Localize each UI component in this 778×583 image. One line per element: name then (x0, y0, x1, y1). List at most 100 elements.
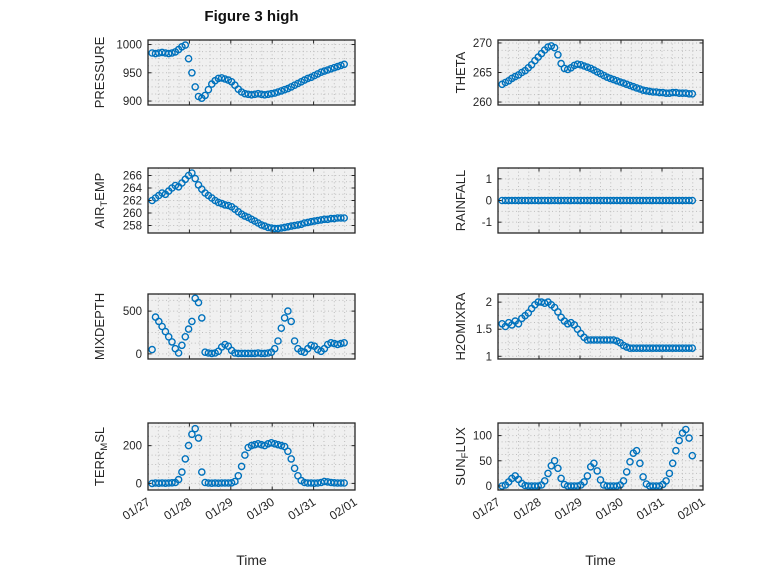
x-tick-label: 01/31 (285, 495, 318, 523)
x-tick-label: 02/01 (675, 495, 708, 523)
grid-lines (498, 423, 703, 490)
data-point (685, 196, 693, 205)
data-point (557, 474, 565, 483)
data-point (613, 482, 621, 490)
data-points (148, 424, 349, 488)
y-axis-label: SUNFLUX (453, 427, 471, 486)
y-tick-label: 50 (479, 456, 492, 468)
x-tick-label: 01/31 (634, 495, 667, 523)
data-point (685, 90, 693, 98)
data-point (662, 477, 670, 485)
data-point (583, 472, 592, 480)
data-point (534, 482, 543, 490)
data-point (613, 77, 621, 85)
x-tick-label: 01/28 (161, 495, 194, 523)
data-point (224, 479, 233, 487)
data-point (639, 473, 647, 481)
axes-box (497, 293, 704, 360)
data-point (327, 338, 335, 347)
data-point (181, 332, 190, 341)
data-point (337, 214, 345, 222)
data-point (221, 75, 229, 83)
data-points (498, 42, 697, 98)
data-point (333, 340, 342, 349)
tick-marks (497, 40, 704, 105)
data-point (340, 60, 349, 69)
data-point (313, 479, 322, 487)
data-point (188, 430, 196, 439)
data-point (340, 214, 349, 222)
data-point (317, 68, 325, 76)
data-point (168, 49, 176, 57)
data-point (583, 63, 592, 71)
data-point (307, 341, 315, 350)
data-point (688, 90, 697, 98)
data-point (270, 89, 279, 97)
data-point (688, 451, 697, 460)
y-tick-label: 265 (473, 68, 492, 80)
data-point (188, 317, 196, 326)
data-point (284, 222, 292, 231)
data-point (284, 307, 292, 315)
data-point (178, 468, 186, 476)
data-point (280, 85, 289, 94)
y-tick-label: 264 (123, 183, 143, 195)
data-point (580, 478, 588, 486)
data-point (688, 196, 697, 205)
y-tick-label: 260 (473, 97, 492, 109)
tick-marks (147, 40, 356, 105)
tick-marks (147, 423, 356, 490)
data-point (340, 338, 349, 347)
subplot-rainfall: -1 0 1 RAINFALL (453, 167, 704, 234)
data-points (498, 298, 697, 353)
data-point (675, 436, 684, 445)
data-point (214, 198, 223, 207)
data-point (207, 349, 216, 358)
data-point (247, 441, 256, 450)
data-point (573, 60, 582, 68)
data-point (181, 41, 190, 49)
data-point (320, 67, 329, 75)
subplot-terr_msl: 0 200 TERRMSL 01/27 01/28 01/29 01/30 01/31 02/0… (92, 422, 360, 523)
data-point (632, 446, 641, 455)
data-point (168, 338, 176, 346)
x-tick-label: 01/29 (552, 495, 585, 523)
data-point (287, 455, 296, 463)
x-axis-label-right: Time (585, 552, 616, 568)
y-tick-label: 1000 (116, 40, 142, 52)
data-point (191, 174, 199, 183)
data-point (590, 459, 598, 468)
data-point (161, 327, 170, 336)
data-point (554, 51, 562, 59)
data-point (596, 476, 605, 484)
plot-background (498, 423, 703, 490)
x-tick-label: 02/01 (327, 495, 360, 523)
data-point (274, 337, 282, 345)
data-point (274, 440, 282, 449)
data-point (184, 325, 193, 333)
data-point (270, 439, 279, 448)
data-point (148, 345, 156, 354)
data-point (284, 447, 292, 456)
data-point (626, 457, 634, 466)
data-point (665, 469, 674, 478)
y-axis-label: THETA (453, 51, 468, 93)
data-point (337, 479, 345, 487)
data-point (204, 85, 213, 94)
data-point (188, 69, 196, 77)
x-tick-label: 01/28 (511, 495, 544, 523)
data-point (609, 75, 618, 84)
data-point (297, 347, 306, 356)
data-point (616, 78, 625, 86)
data-point (333, 62, 342, 71)
data-point (685, 344, 693, 353)
y-tick-label: 0 (136, 478, 142, 490)
data-point (688, 344, 697, 353)
y-tick-label: 266 (123, 171, 142, 183)
x-tick-label: 01/30 (244, 495, 277, 523)
grid-lines (148, 423, 355, 490)
data-points (148, 294, 349, 358)
subplot-h2omixra: 1 1.5 2 H2OMIXRA (453, 292, 704, 363)
tick-marks (497, 423, 704, 490)
x-tick-label: 01/29 (203, 495, 236, 523)
